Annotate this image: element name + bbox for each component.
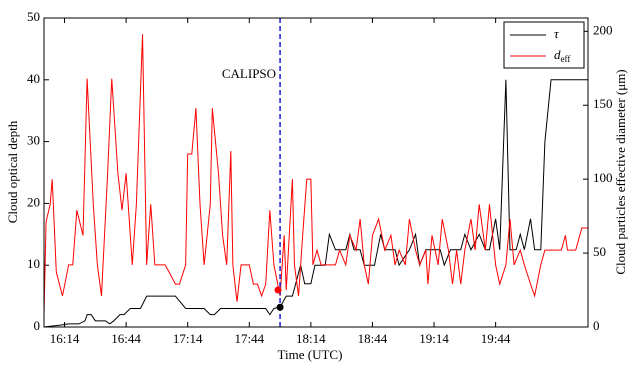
series-line: [43, 34, 588, 316]
y2-axis-label: Cloud particles effective diameter (μm): [613, 69, 628, 274]
legend-box: [503, 21, 585, 69]
marker: [276, 303, 284, 311]
y-tick-label: 10: [27, 256, 40, 271]
x-tick-label: 19:14: [419, 331, 449, 346]
x-tick-label: 18:44: [358, 331, 388, 346]
x-axis-label: Time (UTC): [278, 347, 343, 362]
y-axis-label: Cloud optical depth: [5, 120, 20, 223]
y-tick-label: 50: [27, 9, 40, 24]
x-tick-label: 19:44: [481, 331, 511, 346]
x-tick-label: 16:14: [50, 331, 80, 346]
legend-subscript: eff: [561, 54, 571, 64]
marker: [274, 286, 282, 294]
x-tick-label: 17:44: [234, 331, 264, 346]
y-tick-label: 20: [27, 194, 40, 209]
plot-frame: [43, 17, 589, 328]
legend-name: τ: [554, 26, 560, 41]
x-tick-label: 18:14: [296, 331, 326, 346]
legend-label: τ: [554, 26, 560, 41]
y2-tick-label: 100: [593, 170, 613, 185]
x-tick-label: 16:44: [111, 331, 141, 346]
y2-tick-label: 50: [593, 244, 606, 259]
legend-name: d: [554, 47, 561, 62]
series-line: [43, 79, 588, 328]
y-tick-label: 0: [34, 318, 41, 333]
y2-tick-label: 0: [593, 318, 600, 333]
y2-tick-label: 200: [593, 22, 613, 37]
legend-label: deff: [554, 47, 570, 64]
x-tick-label: 17:14: [173, 331, 203, 346]
y-tick-label: 40: [27, 71, 40, 86]
y2-tick-label: 150: [593, 96, 613, 111]
y-tick-label: 30: [27, 133, 40, 148]
annotation-text: CALIPSO: [222, 66, 276, 81]
